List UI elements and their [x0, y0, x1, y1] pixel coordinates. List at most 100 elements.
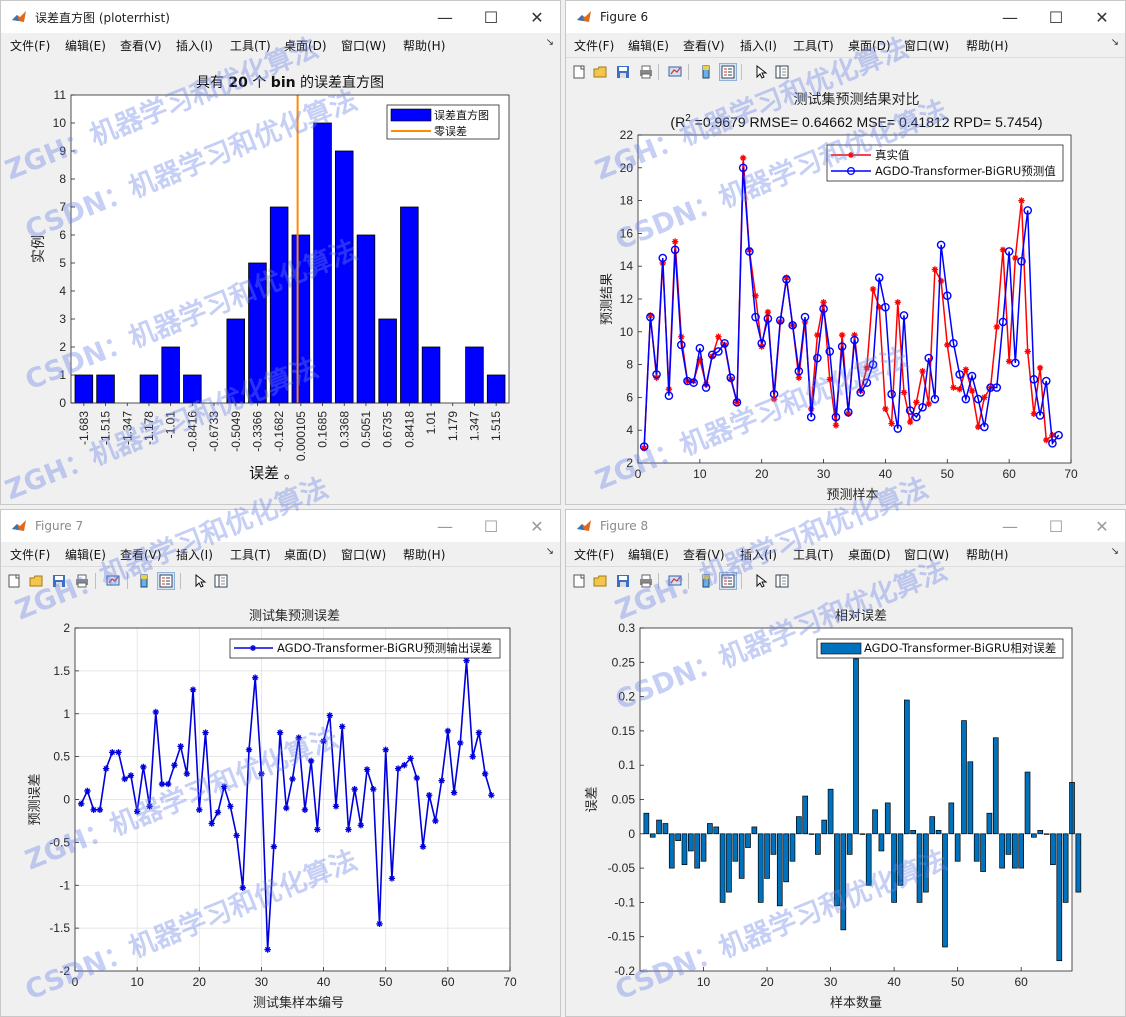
print-icon[interactable]	[637, 63, 655, 81]
maximize-button[interactable]: ☐	[483, 516, 499, 536]
menu-insert[interactable]: 插入(I)	[740, 39, 777, 53]
title-bar[interactable]: Figure 8 — ☐ ✕	[566, 510, 1125, 542]
new-figure-icon[interactable]	[5, 572, 23, 590]
error-point	[115, 749, 122, 756]
print-icon[interactable]	[637, 572, 655, 590]
cursor-icon[interactable]	[191, 572, 209, 590]
menu-desktop[interactable]: 桌面(D)	[848, 39, 891, 53]
menu-file[interactable]: 文件(F)	[574, 548, 615, 562]
predicted-value-point	[800, 312, 810, 322]
cursor-icon[interactable]	[752, 63, 770, 81]
menu-window[interactable]: 窗口(W)	[341, 548, 387, 562]
print-icon[interactable]	[73, 572, 91, 590]
close-button[interactable]: ✕	[530, 7, 544, 27]
menu-tools[interactable]: 工具(T)	[793, 39, 834, 53]
open-file-icon[interactable]	[27, 572, 45, 590]
link-plot-icon[interactable]	[104, 572, 122, 590]
menu-insert[interactable]: 插入(I)	[176, 548, 213, 562]
menu-window[interactable]: 窗口(W)	[904, 548, 950, 562]
save-icon[interactable]	[614, 572, 632, 590]
new-figure-icon[interactable]	[570, 572, 588, 590]
figure6-window[interactable]: Figure 6 — ☐ ✕ 文件(F) 编辑(E) 查看(V) 插入(I) 工…	[565, 0, 1126, 505]
close-button[interactable]: ✕	[1095, 7, 1109, 27]
colorbar-icon[interactable]	[697, 572, 715, 590]
menubar-arrow-icon[interactable]: ↘	[545, 546, 554, 557]
save-icon[interactable]	[50, 572, 68, 590]
menu-file[interactable]: 文件(F)	[10, 39, 51, 53]
menu-desktop[interactable]: 桌面(D)	[284, 548, 327, 562]
relative-error-bar	[1056, 833, 1063, 962]
menu-edit[interactable]: 编辑(E)	[628, 39, 669, 53]
link-plot-icon[interactable]	[666, 63, 684, 81]
maximize-button[interactable]: ☐	[1048, 516, 1064, 536]
menu-view[interactable]: 查看(V)	[120, 548, 162, 562]
property-editor-icon[interactable]	[773, 63, 791, 81]
open-file-icon[interactable]	[591, 63, 609, 81]
menubar-arrow-icon[interactable]: ↘	[1110, 37, 1119, 48]
menu-window[interactable]: 窗口(W)	[341, 39, 387, 53]
legend-icon[interactable]	[157, 572, 175, 590]
legend-icon[interactable]	[719, 63, 737, 81]
minimize-button[interactable]: —	[437, 516, 453, 536]
menu-edit[interactable]: 编辑(E)	[628, 548, 669, 562]
menubar-arrow-icon[interactable]: ↘	[545, 37, 554, 48]
histogram-window[interactable]: 误差直方图 (ploterrhist) — ☐ ✕ 文件(F) 编辑(E) 查看…	[0, 0, 561, 505]
relative-error-bar	[986, 812, 993, 835]
menu-desktop[interactable]: 桌面(D)	[284, 39, 327, 53]
title-bar[interactable]: Figure 6 — ☐ ✕	[566, 1, 1125, 33]
menu-window[interactable]: 窗口(W)	[904, 39, 950, 53]
predicted-value-point	[775, 316, 785, 325]
close-button[interactable]: ✕	[530, 516, 544, 536]
minimize-button[interactable]: —	[437, 7, 453, 27]
figure7-window[interactable]: Figure 7 — ☐ ✕ 文件(F) 编辑(E) 查看(V) 插入(I) 工…	[0, 509, 561, 1017]
relative-error-bar	[846, 833, 853, 855]
true-value-point	[764, 308, 772, 316]
menu-help[interactable]: 帮助(H)	[403, 39, 446, 53]
figure8-window[interactable]: Figure 8 — ☐ ✕ 文件(F) 编辑(E) 查看(V) 插入(I) 工…	[565, 509, 1126, 1017]
colorbar-icon[interactable]	[135, 572, 153, 590]
menu-file[interactable]: 文件(F)	[10, 548, 51, 562]
cursor-icon[interactable]	[752, 572, 770, 590]
predicted-value-point	[967, 371, 977, 381]
menu-help[interactable]: 帮助(H)	[403, 548, 446, 562]
property-editor-icon[interactable]	[773, 572, 791, 590]
menu-insert[interactable]: 插入(I)	[176, 39, 213, 53]
menubar-arrow-icon[interactable]: ↘	[1110, 546, 1119, 557]
relative-error-bar	[992, 737, 999, 835]
x-tick-label: -0.1682	[272, 411, 286, 452]
menu-desktop[interactable]: 桌面(D)	[848, 548, 891, 562]
relative-error-bar	[726, 833, 732, 893]
menu-edit[interactable]: 编辑(E)	[65, 39, 106, 53]
minimize-button[interactable]: —	[1002, 7, 1018, 27]
menu-insert[interactable]: 插入(I)	[740, 548, 777, 562]
new-figure-icon[interactable]	[570, 63, 588, 81]
menu-view[interactable]: 查看(V)	[683, 39, 725, 53]
property-editor-icon[interactable]	[212, 572, 230, 590]
menu-edit[interactable]: 编辑(E)	[65, 548, 106, 562]
open-file-icon[interactable]	[591, 572, 609, 590]
histogram-bar	[334, 150, 354, 404]
menu-help[interactable]: 帮助(H)	[966, 39, 1009, 53]
maximize-button[interactable]: ☐	[1048, 7, 1064, 27]
predicted-value-point	[794, 366, 804, 376]
close-button[interactable]: ✕	[1095, 516, 1109, 536]
title-bar[interactable]: 误差直方图 (ploterrhist) — ☐ ✕	[1, 1, 560, 33]
maximize-button[interactable]: ☐	[483, 7, 499, 27]
link-plot-icon[interactable]	[666, 572, 684, 590]
y-axis-label: 预测结果	[600, 273, 615, 325]
menu-file[interactable]: 文件(F)	[574, 39, 615, 53]
minimize-button[interactable]: —	[1002, 516, 1018, 536]
menu-view[interactable]: 查看(V)	[683, 548, 725, 562]
colorbar-icon[interactable]	[697, 63, 715, 81]
title-bar[interactable]: Figure 7 — ☐ ✕	[1, 510, 560, 542]
menu-tools[interactable]: 工具(T)	[230, 39, 271, 53]
save-icon[interactable]	[614, 63, 632, 81]
menu-tools[interactable]: 工具(T)	[793, 548, 834, 562]
error-point	[133, 808, 141, 815]
true-value-point	[968, 387, 976, 395]
menu-view[interactable]: 查看(V)	[120, 39, 162, 53]
error-point	[158, 780, 166, 788]
menu-help[interactable]: 帮助(H)	[966, 548, 1009, 562]
menu-tools[interactable]: 工具(T)	[230, 548, 271, 562]
legend-icon[interactable]	[719, 572, 737, 590]
